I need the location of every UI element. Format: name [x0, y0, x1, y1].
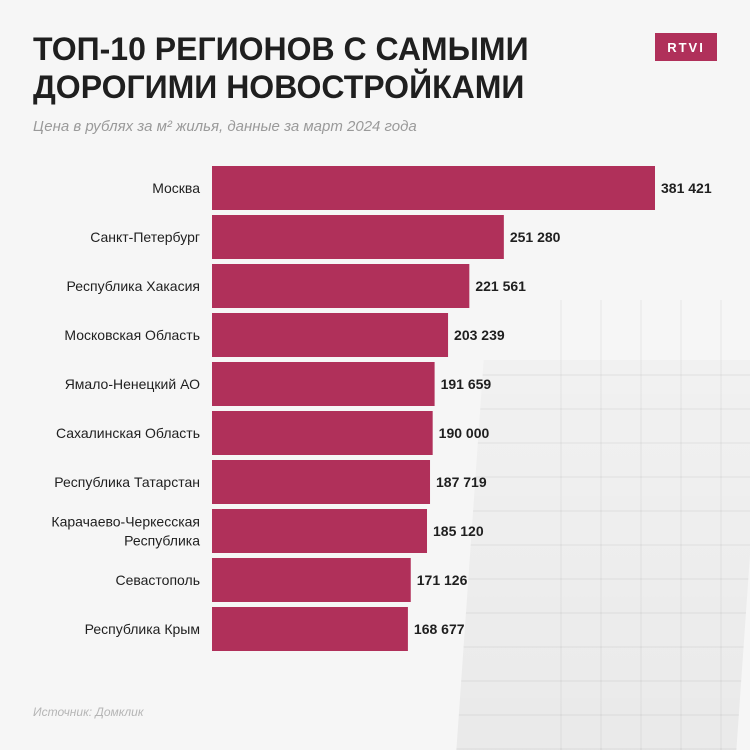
category-label: Москва: [152, 180, 200, 196]
category-label: Республика Татарстан: [54, 474, 200, 490]
category-label: Санкт-Петербург: [90, 229, 200, 245]
value-label: 185 120: [433, 523, 484, 539]
chart-title-line-1: ТОП-10 РЕГИОНОВ С САМЫМИ: [33, 31, 529, 67]
chart-subtitle: Цена в рублях за м² жилья, данные за мар…: [33, 118, 417, 135]
category-label: Сахалинская Область: [56, 425, 200, 441]
chart-title: ТОП-10 РЕГИОНОВ С САМЫМИ ДОРОГИМИ НОВОСТ…: [33, 30, 593, 106]
category-label: Московская Область: [64, 327, 200, 343]
value-label: 221 561: [475, 278, 526, 294]
bar: [212, 362, 435, 406]
category-label: Карачаево-Черкесская Республика: [51, 514, 200, 549]
bar: [212, 509, 428, 553]
bar: [212, 313, 449, 357]
value-label: 381 421: [661, 180, 712, 196]
bar: [212, 558, 411, 602]
source-note: Источник: Домклик: [33, 705, 144, 719]
value-label: 190 000: [439, 425, 490, 441]
bar: [212, 460, 431, 504]
bar: [212, 166, 655, 210]
value-label: 187 719: [436, 474, 487, 490]
value-label: 168 677: [414, 621, 465, 637]
chart-title-line-2: ДОРОГИМИ НОВОСТРОЙКАМИ: [33, 69, 525, 105]
value-label: 191 659: [441, 376, 492, 392]
value-label: 203 239: [454, 327, 505, 343]
bar: [212, 215, 504, 259]
value-label: 251 280: [510, 229, 561, 245]
category-label: Республика Хакасия: [67, 278, 200, 294]
bar: [212, 264, 470, 308]
category-label: Севастополь: [115, 572, 200, 588]
category-label: Республика Крым: [85, 621, 200, 637]
background-building-image-2: [560, 300, 750, 750]
value-label: 171 126: [417, 572, 468, 588]
bar: [212, 411, 433, 455]
bar: [212, 607, 408, 651]
rtvi-logo: RTVI: [655, 33, 717, 61]
category-label: Ямало-Ненецкий АО: [65, 376, 200, 392]
